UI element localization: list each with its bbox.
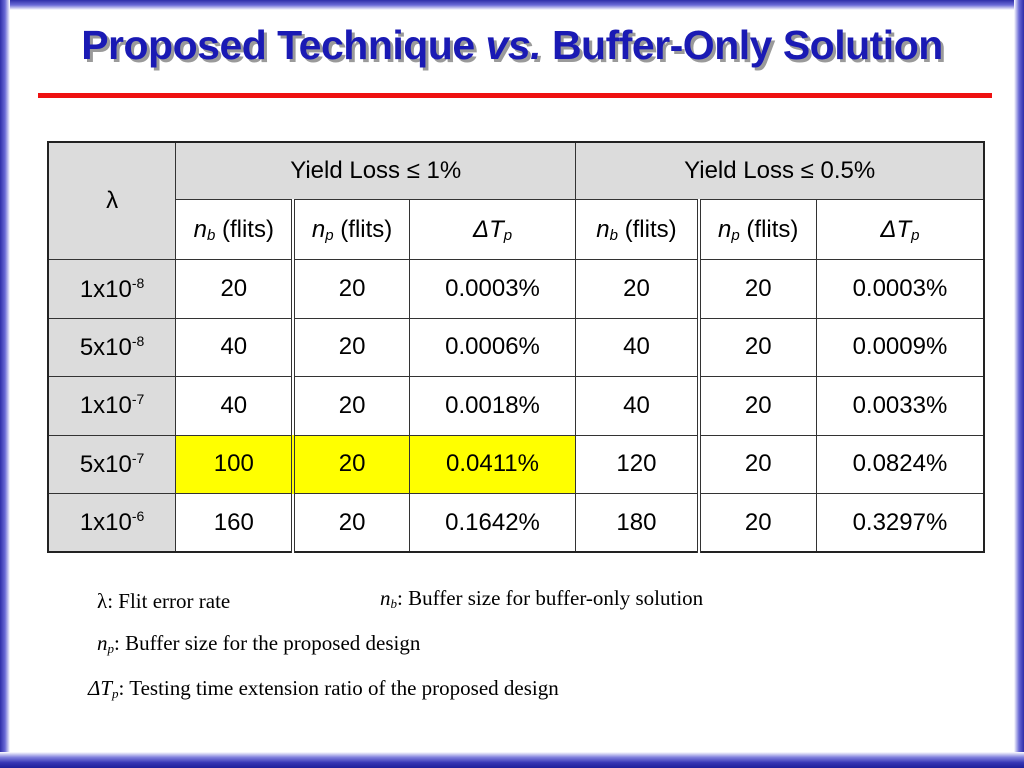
lambda-cell: 1x10-8: [47, 259, 177, 319]
g1-dt-cell: 0.0018%: [408, 376, 577, 436]
g1-dt-header: ΔTp: [408, 198, 577, 261]
g2-dt-header: ΔTp: [815, 198, 985, 261]
frame-top: [0, 0, 1024, 10]
title-vs: vs.: [485, 22, 542, 68]
frame-right: [1014, 0, 1024, 768]
g2-dt-cell: 0.3297%: [815, 493, 985, 553]
lambda-cell: 1x10-6: [47, 493, 177, 553]
g1-dt-cell: 0.0411%: [408, 434, 577, 495]
g2-nb-cell: 20: [575, 259, 700, 319]
results-table: λ Yield Loss ≤ 1% Yield Loss ≤ 0.5% nb (…: [47, 141, 985, 553]
g2-np-cell: 20: [696, 434, 817, 495]
g2-np-cell: 20: [696, 376, 817, 436]
g1-np-cell: 20: [291, 376, 410, 436]
g1-nb-header: nb (flits): [175, 198, 294, 261]
table-row: 1x10-7 40 20 0.0018% 40 20 0.0033%: [47, 376, 985, 436]
g2-np-header: np (flits): [696, 198, 817, 261]
g2-nb-cell: 40: [575, 317, 700, 378]
g2-nb-cell: 40: [575, 376, 700, 436]
g1-dt-cell: 0.0006%: [408, 317, 577, 378]
g2-dt-cell: 0.0003%: [815, 259, 985, 319]
legend-nb: nb: Buffer size for buffer-only solution: [380, 586, 704, 611]
lambda-header: λ: [47, 141, 177, 261]
lambda-cell: 5x10-8: [47, 317, 177, 378]
lambda-cell: 5x10-7: [47, 434, 177, 495]
lambda-cell: 1x10-7: [47, 376, 177, 436]
legend-dt: ΔTp: Testing time extension ratio of the…: [88, 676, 559, 701]
g1-nb-cell: 40: [175, 317, 294, 378]
g1-nb-cell: 40: [175, 376, 294, 436]
title-part2: Buffer-Only Solution: [541, 22, 943, 68]
g2-dt-cell: 0.0824%: [815, 434, 985, 495]
group-header-row: λ Yield Loss ≤ 1% Yield Loss ≤ 0.5%: [47, 141, 985, 261]
g2-np-cell: 20: [696, 317, 817, 378]
g1-np-cell: 20: [291, 259, 410, 319]
frame-bottom: [0, 752, 1024, 768]
g2-nb-cell: 180: [575, 493, 700, 553]
g2-nb-cell: 120: [575, 434, 700, 495]
legend-lambda: λ: Flit error rate: [97, 589, 231, 613]
slide-title: Proposed Technique vs. Buffer-Only Solut…: [0, 22, 1024, 69]
g2-np-cell: 20: [696, 259, 817, 319]
g1-np-cell: 20: [291, 493, 410, 553]
table-row: 5x10-8 40 20 0.0006% 40 20 0.0009%: [47, 317, 985, 378]
table-row: 5x10-7 100 20 0.0411% 120 20 0.0824%: [47, 434, 985, 495]
g1-dt-cell: 0.1642%: [408, 493, 577, 553]
g2-nb-header: nb (flits): [575, 198, 700, 261]
g1-nb-cell: 160: [175, 493, 294, 553]
legend-np: np: Buffer size for the proposed design: [97, 631, 421, 656]
title-underline: [38, 93, 992, 98]
g2-dt-cell: 0.0033%: [815, 376, 985, 436]
g2-np-cell: 20: [696, 493, 817, 553]
g2-dt-cell: 0.0009%: [815, 317, 985, 378]
group2-header: Yield Loss ≤ 0.5%: [575, 141, 985, 200]
g1-dt-cell: 0.0003%: [408, 259, 577, 319]
table-row: 1x10-8 20 20 0.0003% 20 20 0.0003%: [47, 259, 985, 319]
g1-np-cell: 20: [291, 317, 410, 378]
sub-header-row: nb (flits) np (flits) ΔTp nb (flits) np …: [48, 198, 985, 261]
title-part1: Proposed Technique: [81, 22, 486, 68]
g1-np-cell: 20: [291, 434, 410, 495]
group1-header: Yield Loss ≤ 1%: [175, 141, 577, 200]
g1-nb-cell: 20: [175, 259, 294, 319]
table-body: 1x10-8 20 20 0.0003% 20 20 0.0003% 5x10-8 40 20 0.…: [47, 259, 985, 553]
g1-np-header: np (flits): [291, 198, 410, 261]
frame-left: [0, 0, 10, 768]
g1-nb-cell: 100: [175, 434, 294, 495]
table-row: 1x10-6 160 20 0.1642% 180 20 0.3297%: [47, 493, 985, 553]
